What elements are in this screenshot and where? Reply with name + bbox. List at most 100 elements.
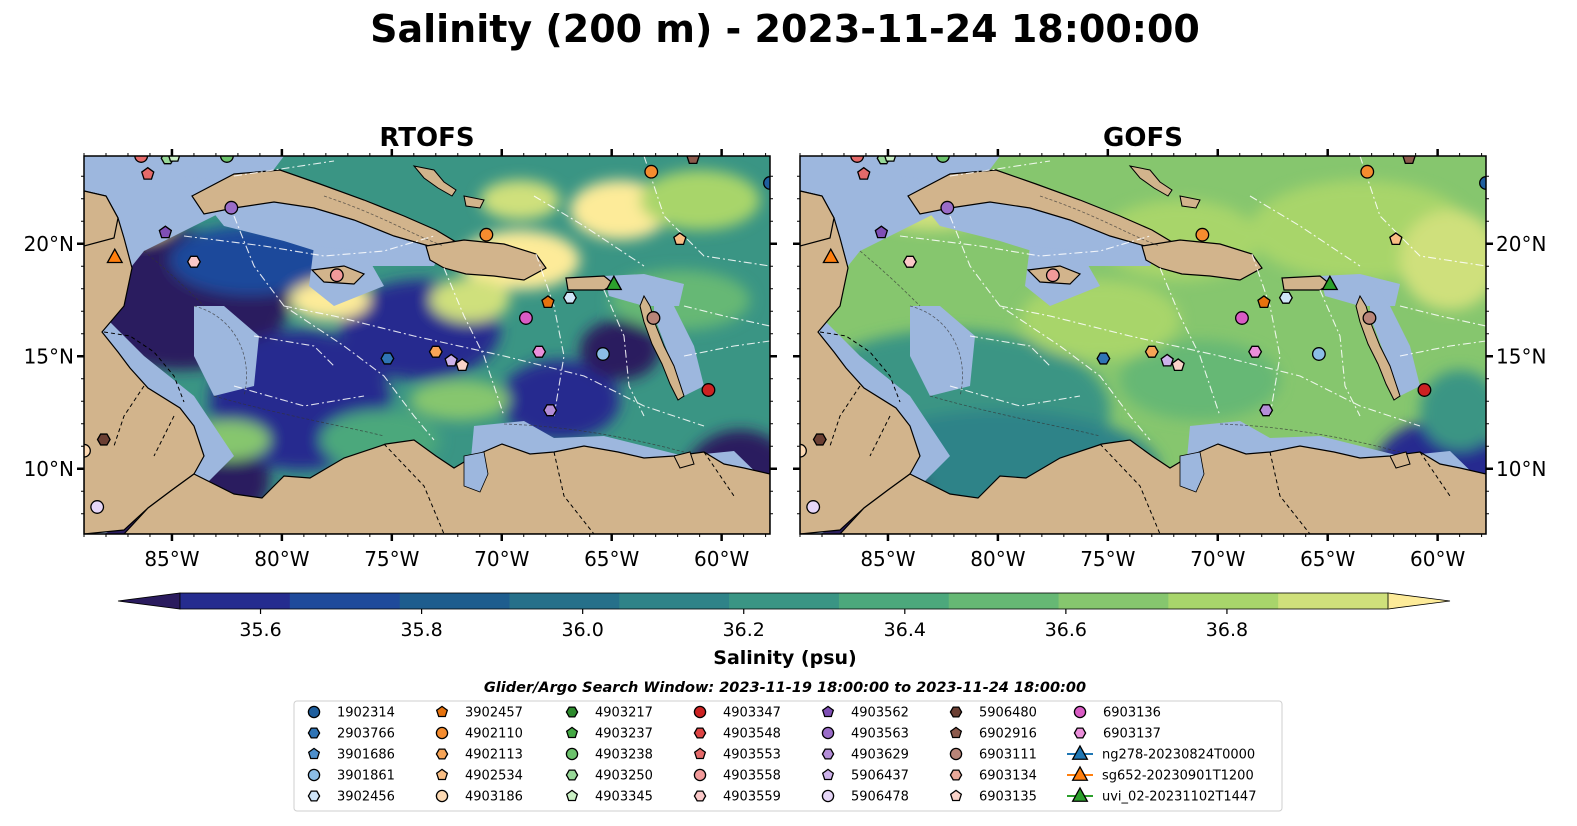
- colorbar-tick-label: 36.8: [1206, 619, 1248, 641]
- legend-marker: [821, 748, 835, 760]
- observation-marker: [874, 225, 889, 239]
- legend-item: 3902456: [307, 790, 395, 805]
- legend-marker: [1071, 765, 1089, 781]
- observation-marker: [106, 247, 124, 264]
- legend-item: sg652-20230901T1200: [1067, 765, 1254, 784]
- colorbar-bin: [509, 593, 620, 609]
- legend-item: 6903134: [949, 769, 1037, 784]
- lon-tick-label: 85°W: [144, 547, 199, 571]
- panel-title-rtofs: RTOFS: [379, 123, 474, 153]
- observation-marker: [444, 353, 458, 367]
- lon-tick-label: 75°W: [364, 547, 419, 571]
- legend-item: 4903347: [693, 705, 781, 721]
- legend-label: 4903347: [723, 706, 781, 721]
- lon-tick-label: 65°W: [1300, 547, 1355, 571]
- observation-marker: [1195, 227, 1210, 242]
- lat-tick-label: 10°N: [1496, 457, 1546, 481]
- legend-marker: [1073, 727, 1087, 739]
- colorbar-tick-label: 35.6: [239, 619, 281, 641]
- legend-item: 4902110: [435, 726, 523, 742]
- legend-marker: [435, 726, 449, 740]
- observation-marker: [186, 255, 201, 268]
- colorbar-extend-high: [1387, 592, 1451, 610]
- lon-tick-label: 85°W: [860, 547, 915, 571]
- observation-marker: [224, 200, 239, 215]
- observation-marker: [96, 433, 111, 446]
- legend-item: 6902916: [949, 726, 1037, 742]
- legend-marker: [693, 727, 707, 739]
- lon-tick-label: 70°W: [1190, 547, 1245, 571]
- legend-marker: [693, 790, 707, 802]
- observation-marker: [1402, 156, 1416, 165]
- legend-marker: [949, 769, 963, 781]
- observation-marker: [428, 345, 443, 358]
- observation-marker: [605, 274, 623, 291]
- legend-marker: [821, 789, 835, 803]
- observation-marker: [455, 358, 469, 372]
- lon-tick-label: 75°W: [1080, 547, 1135, 571]
- legend-item: 4902113: [435, 748, 523, 763]
- observation-marker: [141, 166, 155, 180]
- observation-marker: [822, 247, 840, 264]
- observation-marker: [1259, 404, 1274, 417]
- colorbar-bin: [948, 593, 1060, 609]
- legend-item: 6903136: [1073, 706, 1161, 721]
- legend-marker: [435, 748, 449, 760]
- colorbar-bin: [619, 593, 730, 609]
- legend-marker: [1071, 744, 1089, 760]
- legend-label: 6903111: [979, 748, 1037, 763]
- legend-label: 6903136: [1103, 706, 1161, 721]
- colorbar-extend-low: [117, 592, 181, 610]
- lon-tick-label: 65°W: [584, 547, 639, 571]
- observation-marker: [543, 404, 558, 417]
- legend-marker: [693, 705, 707, 719]
- map-panel-gofs: 85°W 80°W 75°W 70°W 65°W 60°W 10°N 15°N 20°N: [793, 149, 1546, 571]
- legend-item: 4902534: [435, 769, 523, 784]
- legend-marker: [565, 747, 579, 761]
- legend-item: 4903237: [565, 727, 653, 742]
- legend-marker: [949, 747, 963, 761]
- map-panel-rtofs: 85°W 80°W 75°W 70°W 65°W 60°W 10°N 15°N 20°N: [24, 149, 777, 571]
- legend-label: 4903629: [851, 748, 909, 763]
- observation-marker: [518, 311, 533, 325]
- legend-item: 4903553: [693, 747, 781, 763]
- lon-tick-label: 60°W: [694, 547, 749, 571]
- legend-marker: [693, 747, 707, 760]
- legend-item: ng278-20230824T0000: [1067, 744, 1255, 763]
- legend-label: 4903186: [465, 790, 523, 805]
- observation-marker: [1096, 352, 1111, 365]
- legend-label: 4903563: [851, 727, 909, 742]
- colorbar-bin: [838, 593, 950, 609]
- observation-marker: [90, 500, 105, 514]
- panel-title-gofs: GOFS: [1103, 123, 1183, 153]
- colorbar-bin: [180, 593, 291, 609]
- observation-marker: [1417, 383, 1432, 397]
- legend-marker: [949, 726, 963, 739]
- legend-label: 4903548: [723, 727, 781, 742]
- observation-marker: [219, 156, 234, 163]
- legend-item: 5906478: [821, 789, 909, 805]
- legend-marker: [693, 768, 707, 782]
- observation-marker: [940, 200, 955, 215]
- observation-marker: [1389, 232, 1403, 246]
- colorbar-bin: [399, 593, 511, 609]
- observation-marker: [857, 166, 871, 180]
- observation-marker: [644, 164, 659, 179]
- legend: 1902314 2903766 3901686 3901861 3902456 39024…: [307, 705, 1256, 805]
- legend-label: 4903237: [595, 727, 653, 742]
- observation-marker: [884, 156, 897, 162]
- observation-marker: [479, 227, 494, 242]
- observation-marker: [134, 156, 149, 163]
- lon-tick-label: 80°W: [254, 547, 309, 571]
- legend-item: 3901861: [307, 769, 395, 784]
- observation-marker: [812, 433, 827, 446]
- legend-label: 4902534: [465, 769, 523, 784]
- colorbar-tick-label: 36.2: [723, 619, 765, 641]
- legend-marker: [307, 705, 321, 719]
- observation-marker: [763, 176, 770, 190]
- lat-tick-label: 20°N: [24, 232, 74, 256]
- observation-marker: [380, 352, 395, 365]
- legend-marker: [435, 789, 449, 803]
- observation-marker: [1311, 347, 1326, 361]
